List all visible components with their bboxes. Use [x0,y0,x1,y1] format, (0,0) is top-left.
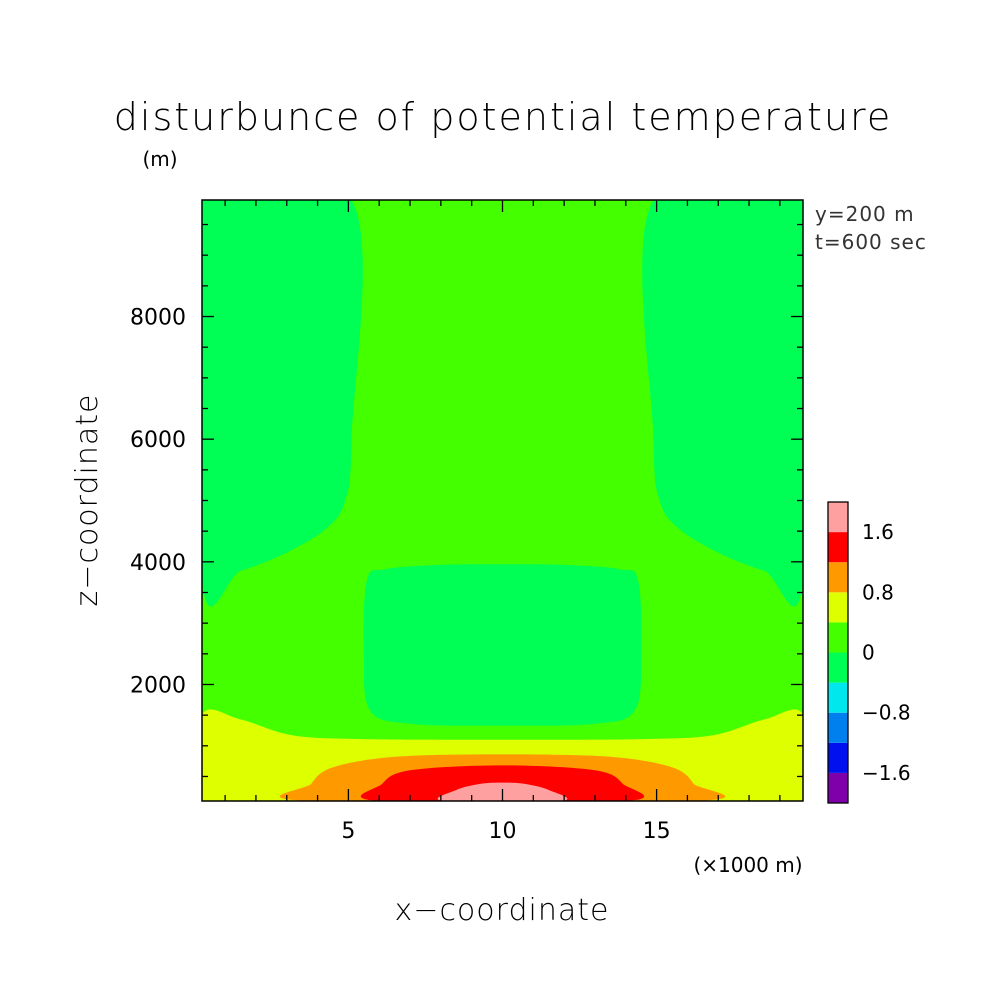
colorbar-tick-label: 0.8 [862,580,894,604]
y-tick-label: 8000 [130,306,186,331]
colorbar-swatch [828,712,848,743]
contour-region-0-1 [642,200,803,607]
colorbar-frame [827,501,849,804]
time-annotation: t=600 sec [815,230,927,254]
colorbar-tick-label: −0.8 [862,701,911,725]
colorbar-swatch [828,592,848,623]
contour-region-1-0 [363,564,642,726]
y-tick-labels: 2000 4000 6000 8000 [130,306,186,699]
x-unit-label: (×1000 m) [693,853,802,877]
y-unit-label: (m) [142,147,177,171]
y-position-annotation: y=200 m [815,202,915,226]
colorbar-swatch [828,622,848,653]
x-tick-label: 15 [643,819,671,844]
colorbar-tick-label: 0 [862,641,875,665]
colorbar-swatch [828,562,848,593]
colorbar-tick-label: 1.6 [862,520,894,544]
x-tick-label: 10 [489,819,517,844]
colorbar-swatch [828,502,848,533]
x-axis-label: x−coordinate [395,893,610,928]
contour-region-0-0 [202,200,363,607]
colorbar-swatch [828,742,848,773]
colorbar-swatch [828,772,848,803]
colorbar-swatch [828,652,848,683]
chart-title: disturbunce of potential temperature [114,95,892,139]
colorbar-swatch [828,532,848,563]
y-tick-label: 2000 [130,673,186,698]
colorbar-tick-label: −1.6 [862,761,911,785]
colorbar-swatch [828,682,848,713]
x-tick-label: 5 [341,819,355,844]
y-tick-label: 6000 [130,428,186,453]
x-tick-labels: 5 10 15 [341,819,670,844]
plot-frame [201,199,804,802]
axis-ticks [202,200,803,801]
contour-fills [202,200,803,801]
y-axis-label: z−coordinate [70,394,105,607]
colorbar: −1.6 −0.8 0 0.8 1.6 [827,501,911,804]
y-tick-label: 4000 [130,551,186,576]
